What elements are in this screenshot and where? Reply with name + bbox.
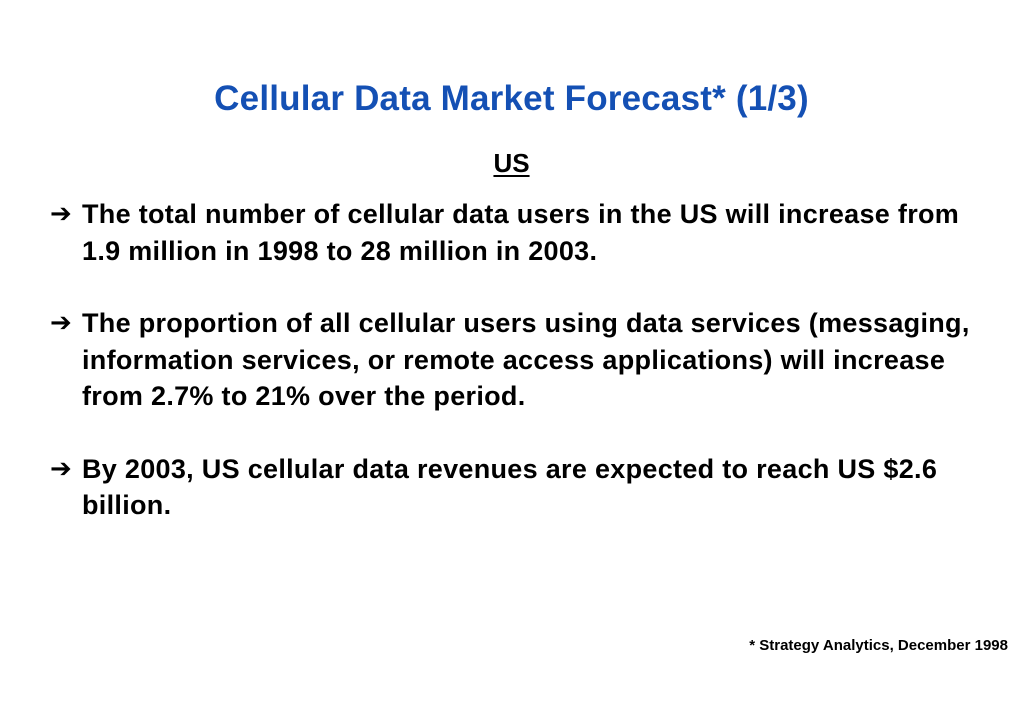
arrow-bullet-icon: ➔ bbox=[50, 308, 73, 338]
slide-subtitle: US bbox=[493, 148, 530, 178]
bullet-list: ➔ The total number of cellular data user… bbox=[50, 196, 980, 524]
bullet-text: The total number of cellular data users … bbox=[82, 199, 960, 266]
bullet-text: The proportion of all cellular users usi… bbox=[82, 308, 970, 411]
bullet-text: By 2003, US cellular data revenues are e… bbox=[82, 453, 938, 521]
bullet-item: ➔ The proportion of all cellular users u… bbox=[50, 305, 980, 415]
bullet-item: ➔ The total number of cellular data user… bbox=[50, 196, 980, 269]
bullet-item: ➔ By 2003, US cellular data revenues are… bbox=[50, 451, 980, 524]
source-footnote: * Strategy Analytics, December 1998 bbox=[749, 637, 1008, 654]
arrow-bullet-icon: ➔ bbox=[50, 453, 73, 484]
arrow-bullet-icon: ➔ bbox=[50, 199, 73, 229]
slide-title: Cellular Data Market Forecast* (1/3) bbox=[214, 79, 809, 118]
